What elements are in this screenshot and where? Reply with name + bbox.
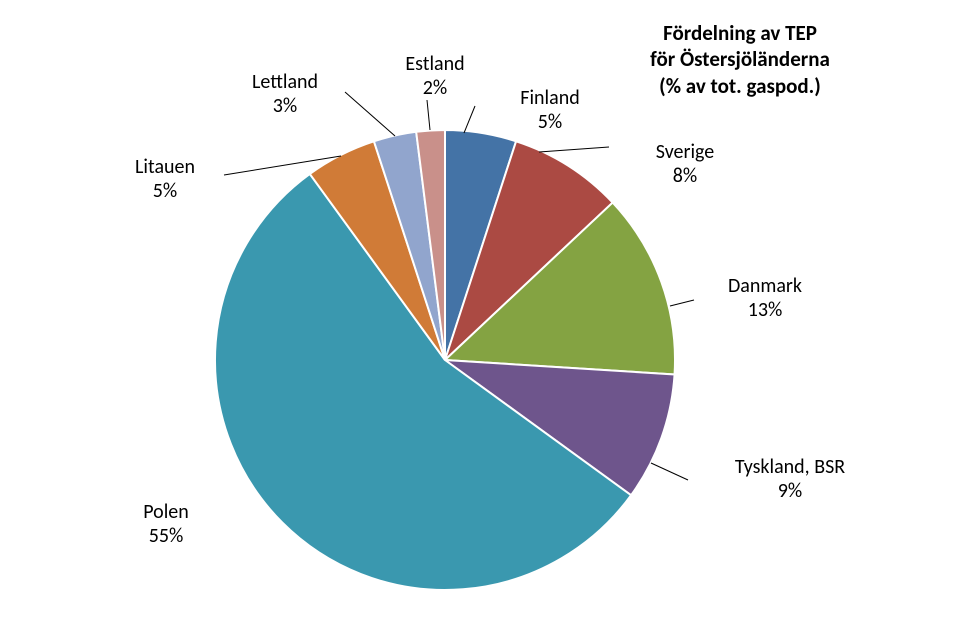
slice-label-finland: Finland5% — [490, 86, 610, 134]
slice-label-polen: Polen55% — [106, 500, 226, 548]
leader-line — [539, 147, 609, 152]
slice-label-sverige: Sverige8% — [625, 140, 745, 188]
leader-line — [427, 100, 430, 130]
leader-line — [651, 463, 688, 480]
slice-label-danmark: Danmark13% — [695, 274, 835, 322]
slice-label-tyskland-bsr: Tyskland, BSR9% — [690, 455, 890, 503]
slice-label-estland: Estland2% — [375, 52, 495, 100]
leader-line — [464, 106, 475, 133]
chart-title: Fördelning av TEPför Östersjöländerna(% … — [590, 20, 890, 99]
slice-label-litauen: Litauen5% — [105, 155, 225, 203]
slice-label-lettland: Lettland3% — [215, 70, 355, 118]
leader-line — [670, 300, 694, 306]
pie-chart-container: Fördelning av TEPför Östersjöländerna(% … — [0, 0, 977, 639]
